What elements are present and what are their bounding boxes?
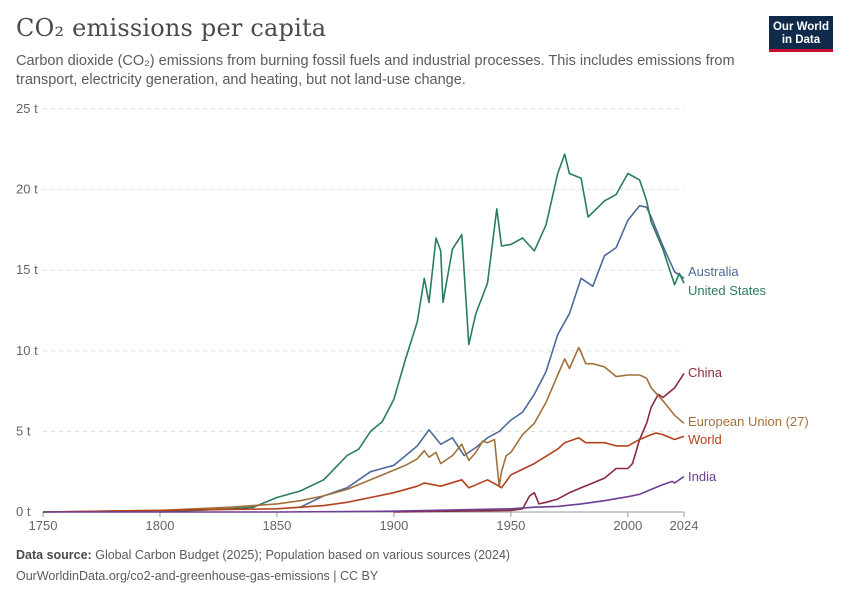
- source-url[interactable]: OurWorldinData.org/co2-and-greenhouse-ga…: [16, 569, 379, 583]
- x-tick-label: 2024: [670, 518, 699, 533]
- y-tick-label: 25 t: [16, 101, 38, 116]
- series-lines: [42, 153, 685, 513]
- x-tick-label: 1900: [379, 518, 408, 533]
- series-line-australia[interactable]: [299, 204, 685, 508]
- y-tick-label: 0 t: [16, 504, 31, 519]
- y-tick-label: 5 t: [16, 423, 31, 438]
- data-source-text: Global Carbon Budget (2025); Population …: [95, 548, 511, 562]
- y-tick-label: 10 t: [16, 343, 38, 358]
- logo-line-1: Our World: [772, 20, 829, 33]
- chart-title: CO₂ emissions per capita: [16, 14, 327, 42]
- series-label-china: China: [688, 365, 723, 380]
- series-label-india: India: [688, 469, 717, 484]
- x-tick-label: 2000: [613, 518, 642, 533]
- series-line-world[interactable]: [42, 432, 685, 513]
- y-tick-label: 20 t: [16, 182, 38, 197]
- grid-lines: [43, 108, 684, 432]
- series-label-united-states: United States: [688, 283, 767, 298]
- y-tick-label: 15 t: [16, 262, 38, 277]
- chart-subtitle: Carbon dioxide (CO₂) emissions from burn…: [16, 53, 735, 88]
- series-line-european-union-27[interactable]: [42, 346, 685, 513]
- series-line-india[interactable]: [43, 475, 685, 513]
- line-chart: 0 t5 t10 t15 t20 t25 t 1750 1800 1850 1900 1…: [16, 101, 809, 533]
- series-label-european-union-27: European Union (27): [688, 414, 809, 429]
- logo-line-2: in Data: [781, 33, 821, 46]
- x-tick-label: 1950: [496, 518, 525, 533]
- owid-logo[interactable]: Our World in Data: [769, 16, 833, 52]
- data-source-label: Data source:: [16, 548, 92, 562]
- x-tick-label: 1750: [29, 518, 58, 533]
- data-source-footer: Data source: Global Carbon Budget (2025)…: [16, 548, 510, 562]
- series-label-world: World: [688, 432, 722, 447]
- series-line-united-states[interactable]: [159, 153, 685, 513]
- series-line-china[interactable]: [393, 372, 685, 513]
- y-axis-tick-labels: 0 t 5 t 10 t 15 t 20 t 25 t: [16, 101, 38, 519]
- x-axis: 1750 1800 1850 1900 1950 2000 2024: [29, 511, 699, 533]
- series-labels: Australia United States China European Unio…: [688, 264, 809, 484]
- x-tick-label: 1800: [146, 518, 175, 533]
- series-label-australia: Australia: [688, 264, 739, 279]
- x-tick-label: 1850: [262, 518, 291, 533]
